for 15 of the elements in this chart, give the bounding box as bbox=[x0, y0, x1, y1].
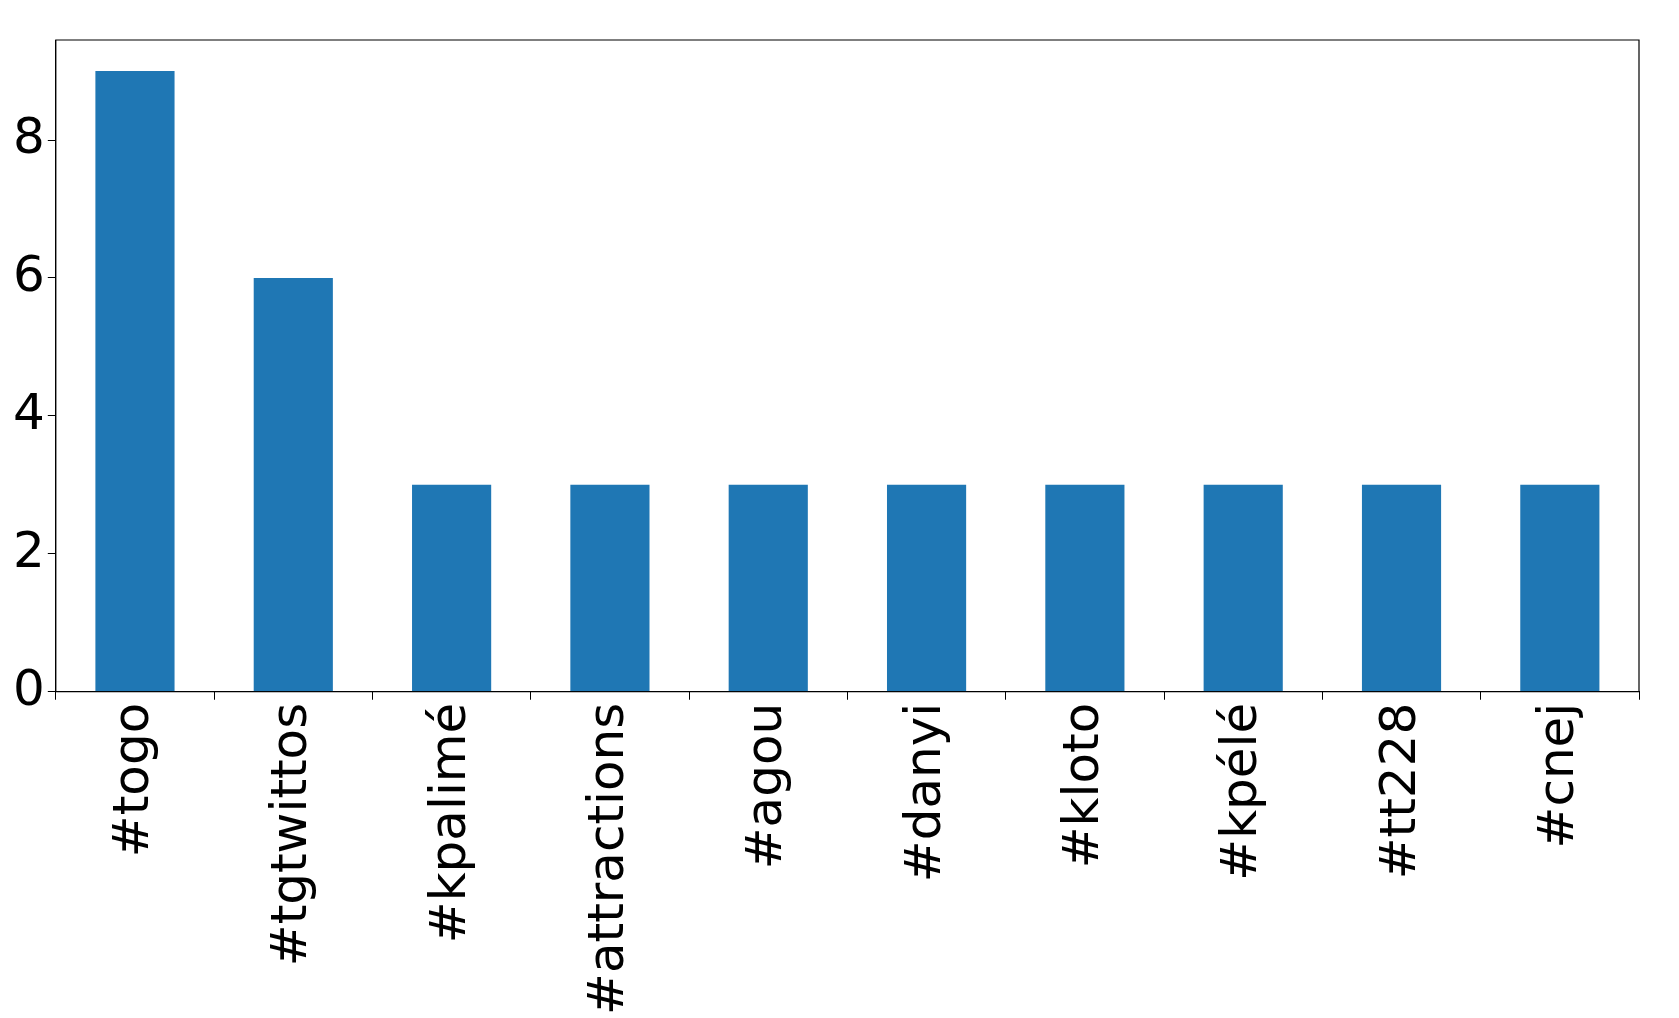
x-tick-label: #attractions bbox=[576, 702, 635, 1016]
x-tick-label: #danyi bbox=[893, 702, 952, 883]
x-tick-label: #togo bbox=[101, 702, 160, 858]
y-tick-label: 4 bbox=[13, 382, 45, 441]
x-tick-label: #tt228 bbox=[1368, 702, 1427, 880]
y-tick-label: 2 bbox=[13, 520, 45, 579]
y-tick-label: 0 bbox=[13, 658, 45, 717]
x-tick-label: #tgtwittos bbox=[260, 702, 319, 967]
x-tick-label: #cnej bbox=[1526, 702, 1585, 849]
x-tick-label: #kloto bbox=[1051, 702, 1110, 869]
x-tick-label: #kpalimé bbox=[418, 702, 477, 944]
y-tick-label: 6 bbox=[13, 244, 45, 303]
x-tick-label: #agou bbox=[735, 702, 794, 870]
y-tick-label: 8 bbox=[13, 106, 45, 165]
x-tick-label: #kpélé bbox=[1210, 702, 1269, 881]
